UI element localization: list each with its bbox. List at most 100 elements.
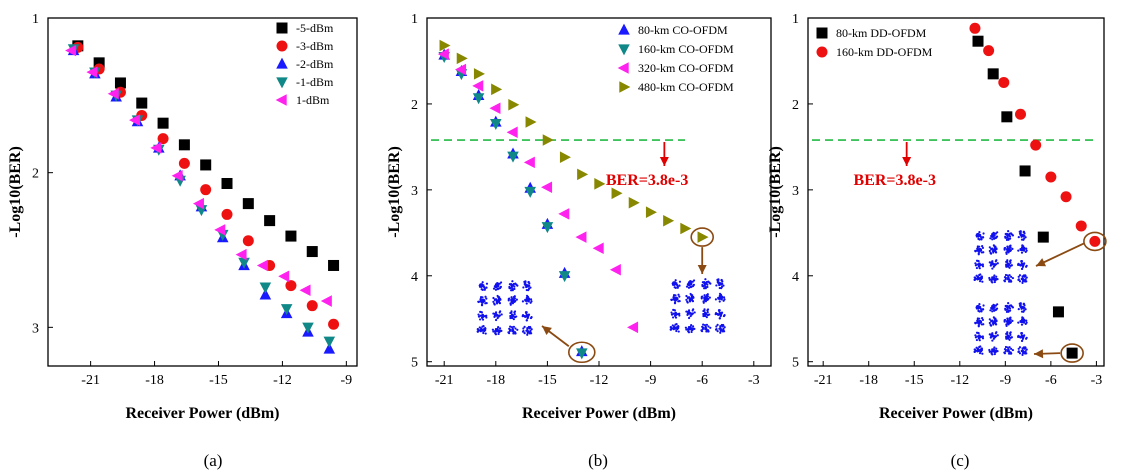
y-tick-label: 1 — [32, 12, 39, 27]
data-point — [987, 68, 999, 80]
y-tick-label: 5 — [411, 356, 418, 371]
data-point — [609, 263, 621, 276]
data-point — [320, 295, 332, 307]
y-tick-label: 3 — [32, 321, 39, 336]
series-480-km-co-ofdm — [439, 39, 709, 243]
data-point — [1052, 306, 1064, 318]
y-axis-title: -Log10(BER) — [767, 146, 784, 238]
data-point — [508, 99, 520, 111]
data-point — [242, 198, 254, 210]
legend-item: -2-dBm — [276, 57, 334, 71]
inset-arrow — [1035, 242, 1085, 267]
data-point — [259, 288, 272, 300]
data-point — [242, 235, 254, 247]
data-point — [1015, 108, 1027, 120]
x-tick-label: -6 — [1045, 373, 1057, 388]
data-point — [523, 156, 535, 169]
data-point — [592, 242, 604, 255]
legend-item: 80-km CO-OFDM — [618, 23, 728, 37]
data-point — [611, 187, 623, 200]
data-point — [221, 177, 233, 189]
data-point — [577, 168, 589, 181]
data-point — [1019, 165, 1031, 177]
panel-a: -21 -18 -15 -12 -9 1 2 3 Receiver Power (dBm) -Lo… — [7, 12, 358, 470]
legend-marker — [619, 81, 631, 93]
x-tick-label: -12 — [273, 373, 292, 388]
data-point — [472, 93, 485, 105]
data-point — [285, 280, 297, 292]
data-point — [238, 257, 250, 269]
data-point — [594, 178, 606, 190]
data-point — [1089, 235, 1101, 247]
data-point — [558, 271, 571, 283]
data-point — [473, 68, 485, 80]
data-point — [200, 184, 212, 196]
x-axis-title: Receiver Power (dBm) — [879, 405, 1033, 422]
data-point — [114, 77, 126, 89]
x-axis-title: Receiver Power (dBm) — [522, 405, 676, 422]
data-point — [278, 270, 290, 283]
data-point — [107, 88, 119, 100]
panel-b: -21 -18 -15 -12 -9 -6 -3 1 2 3 4 5 Receiver Power (d… — [386, 12, 772, 470]
data-point — [972, 35, 984, 47]
legend-label: 480-km CO-OFDM — [638, 80, 734, 94]
data-point — [491, 83, 503, 96]
legend-label: -1-dBm — [296, 75, 334, 89]
data-point — [998, 76, 1010, 88]
series--2-dbm — [67, 44, 336, 354]
data-point — [195, 205, 208, 217]
data-point — [323, 342, 336, 354]
legend-label: 1-dBm — [296, 93, 330, 107]
data-point — [1060, 191, 1072, 203]
x-tick-label: -9 — [341, 373, 353, 388]
data-point — [86, 66, 98, 78]
data-point — [323, 336, 336, 348]
x-tick-label: -3 — [1091, 373, 1103, 388]
panel-caption: (a) — [204, 451, 223, 470]
panel-c: -21 -18 -15 -12 -9 -6 -3 1 2 3 4 5 Receiver Power (d… — [767, 12, 1107, 470]
data-point — [456, 52, 468, 65]
data-point — [150, 142, 162, 154]
legend-label: -5-dBm — [296, 21, 334, 35]
data-point — [1045, 171, 1057, 183]
x-tick-label: -21 — [81, 373, 100, 388]
data-point — [455, 63, 467, 76]
y-axis-title: -Log10(BER) — [386, 146, 403, 238]
data-point — [969, 22, 981, 34]
y-tick-label: 3 — [411, 184, 418, 199]
legend-item: 480-km CO-OFDM — [619, 80, 734, 94]
legend-label: 160-km CO-OFDM — [638, 42, 734, 56]
legend-marker — [276, 77, 288, 89]
data-point — [525, 116, 537, 128]
highlight-ring — [1060, 343, 1084, 363]
legend-marker — [816, 46, 828, 58]
data-point — [524, 186, 536, 198]
legend-item: -1-dBm — [276, 75, 334, 89]
series-80-km-dd-ofdm — [972, 35, 1078, 359]
legend-item: 1-dBm — [275, 93, 330, 107]
data-point — [489, 102, 501, 114]
data-point — [280, 304, 293, 316]
legend-marker — [276, 40, 288, 52]
series-1-dbm — [65, 44, 332, 307]
threshold-arrow — [659, 142, 669, 167]
data-point — [542, 134, 554, 146]
data-point — [576, 348, 588, 360]
x-tick-label: -21 — [435, 373, 454, 388]
constellation-inset-80km — [475, 278, 535, 338]
data-point — [559, 151, 571, 163]
legend-marker — [618, 44, 630, 56]
y-tick-label: 3 — [792, 184, 799, 199]
y-tick-label: 2 — [792, 98, 799, 113]
series-320-km-co-ofdm — [437, 48, 639, 334]
data-point — [1037, 231, 1049, 243]
data-point — [1030, 139, 1042, 151]
highlight-ring — [1083, 231, 1107, 252]
data-point — [1001, 111, 1013, 123]
x-axis-title: Receiver Power (dBm) — [125, 405, 279, 422]
legend: -5-dBm -3-dBm -2-dBm -1-dBm 1-dBm — [275, 21, 334, 107]
legend-item: -3-dBm — [276, 39, 334, 53]
data-point — [575, 231, 587, 243]
data-point — [171, 169, 183, 182]
x-tick-label: -12 — [590, 373, 609, 388]
